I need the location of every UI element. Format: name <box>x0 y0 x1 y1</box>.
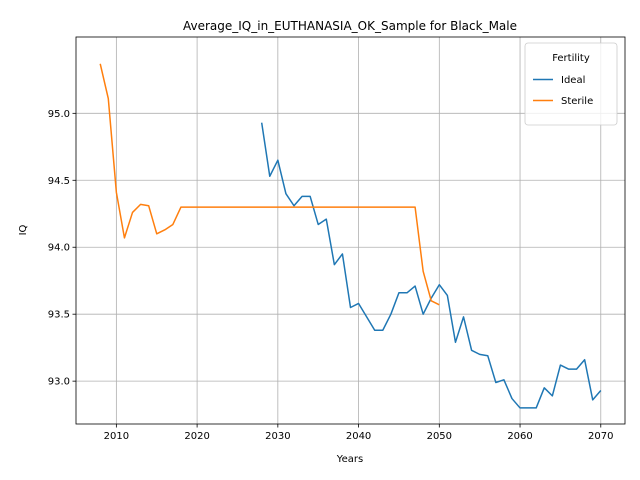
grid-lines <box>76 37 625 424</box>
legend-label-sterile: Sterile <box>561 96 593 107</box>
series-line-ideal <box>260 122 602 409</box>
y-axis-label: IQ <box>18 224 29 235</box>
x-tick-label: 2020 <box>184 431 209 442</box>
y-tick-label: 93.5 <box>48 310 70 321</box>
legend-label-ideal: Ideal <box>561 75 585 86</box>
y-axis: 93.0 93.5 94.0 94.5 95.0 <box>48 109 76 388</box>
x-tick-label: 2060 <box>507 431 532 442</box>
series-line-sterile <box>99 63 440 306</box>
y-tick-label: 95.0 <box>48 109 70 120</box>
y-tick-label: 93.0 <box>48 377 70 388</box>
legend-title: Fertility <box>552 53 590 64</box>
chart-title: Average_IQ_in_EUTHANASIA_OK_Sample for B… <box>183 19 517 33</box>
x-axis-label: Years <box>336 454 363 465</box>
x-tick-label: 2050 <box>427 431 452 442</box>
y-tick-label: 94.5 <box>48 176 70 187</box>
legend-box <box>524 42 618 126</box>
y-tick-label: 94.0 <box>48 243 70 254</box>
x-tick-label: 2070 <box>588 431 613 442</box>
x-tick-label: 2010 <box>104 431 129 442</box>
series-layer <box>99 63 602 409</box>
legend: Fertility Ideal Sterile <box>524 42 618 126</box>
plot-area-frame <box>75 36 626 425</box>
x-tick-label: 2030 <box>265 431 290 442</box>
x-axis: 2010 2020 2030 2040 2050 2060 2070 <box>104 424 614 442</box>
x-tick-label: 2040 <box>346 431 371 442</box>
